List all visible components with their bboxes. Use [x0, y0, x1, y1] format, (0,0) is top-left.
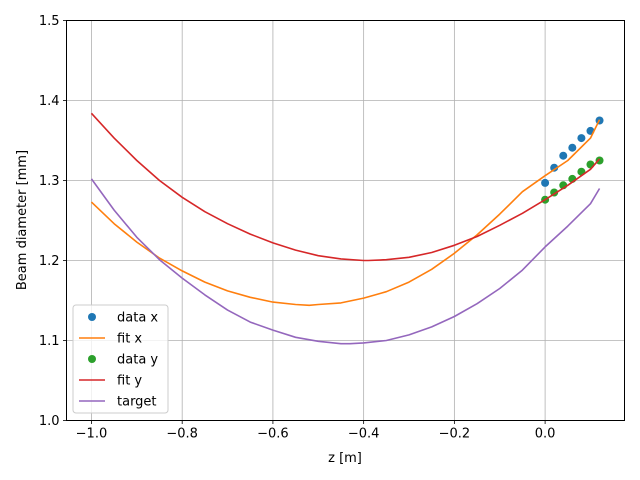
series-layer	[90, 112, 604, 345]
plot-frame	[66, 20, 625, 421]
legend-swatch	[88, 355, 96, 363]
series-line-target	[90, 178, 601, 345]
y-tick-label: 1.3	[39, 174, 60, 189]
x-tick-label: 0.0	[535, 427, 556, 442]
legend-items: data x fit x data y fit y target	[79, 311, 158, 410]
legend-item-data-x: data x	[88, 311, 158, 326]
legend: data x fit x data y fit y target	[72, 304, 169, 414]
legend-item-fit-y: fit y	[79, 374, 142, 389]
legend-label: target	[117, 395, 157, 410]
legend-label: data y	[117, 353, 158, 368]
data-point-data-x	[559, 151, 568, 160]
x-tick-label: −1.0	[76, 427, 108, 442]
x-tick-label: −0.4	[348, 427, 380, 442]
y-tick-label: 1.0	[39, 414, 60, 429]
legend-label: fit y	[117, 374, 142, 389]
legend-item-target: target	[79, 395, 157, 410]
legend-label: fit x	[117, 332, 142, 347]
legend-item-fit-x: fit x	[79, 332, 142, 347]
y-tick-label: 1.5	[39, 14, 60, 29]
x-tick-label: −0.8	[166, 427, 198, 442]
series-line-fit-y	[90, 112, 601, 262]
legend-box	[72, 304, 169, 414]
x-tick-label: −0.2	[439, 427, 471, 442]
data-point-data-x	[550, 163, 559, 172]
legend-swatch	[88, 313, 96, 321]
y-axis-label: Beam diameter [mm]	[15, 150, 30, 290]
data-point-data-x	[568, 143, 577, 152]
data-point-data-x	[577, 134, 586, 143]
x-axis-label: z [m]	[328, 451, 362, 466]
legend-label: data x	[117, 311, 158, 326]
legend-item-data-y: data y	[88, 353, 158, 368]
data-point-data-y	[595, 156, 604, 165]
data-point-data-x	[541, 178, 550, 187]
x-tick-label: −0.6	[257, 427, 289, 442]
y-tick-label: 1.4	[39, 94, 60, 109]
series-line-fit-x	[90, 119, 601, 307]
ticks: −1.0 −0.8 −0.6 −0.4 −0.2 0.0 1.0 1.1 1.2 1.3 1.4 1.…	[39, 14, 556, 442]
y-tick-label: 1.1	[39, 334, 60, 349]
y-tick-label: 1.2	[39, 254, 60, 269]
